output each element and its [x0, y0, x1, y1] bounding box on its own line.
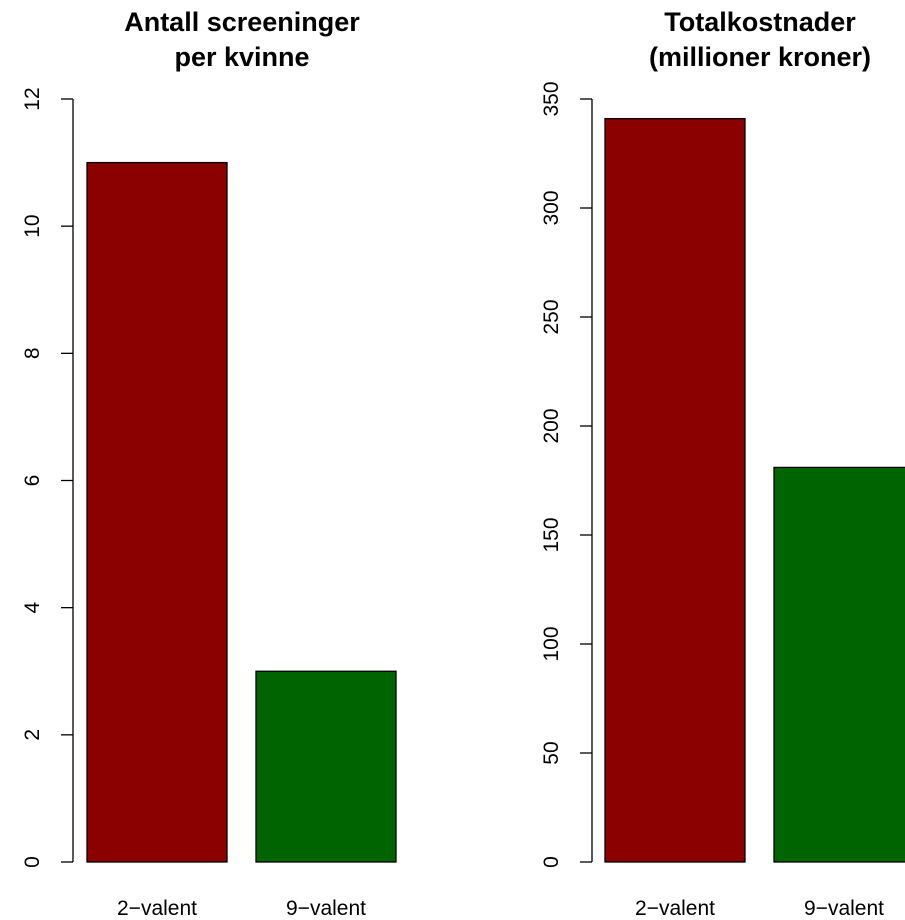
chart-screenings-per-woman: Antall screeninger per kvinne 0 2 4 6 8 10 12 2… — [21, 7, 397, 920]
y-tick-label: 12 — [21, 87, 44, 110]
y-tick-label: 200 — [540, 408, 563, 443]
y-tick-label: 8 — [21, 347, 44, 359]
y-tick-label: 0 — [540, 856, 563, 868]
bar-1 — [86, 161, 228, 863]
chart-total-costs: Totalkostnader (millioner kroner) 0 50 100… — [540, 7, 905, 920]
chart-title-line-1: Totalkostnader — [664, 7, 856, 37]
y-tick-label: 150 — [540, 517, 563, 552]
chart-title-line-2: (millioner kroner) — [649, 42, 871, 72]
y-tick-label: 2 — [21, 729, 44, 741]
y-tick-label: 0 — [21, 856, 44, 868]
y-tick-label: 4 — [21, 602, 44, 614]
x-category-label: 9−valent — [286, 897, 366, 920]
y-tick-label: 6 — [21, 475, 44, 487]
x-category-label: 2−valent — [117, 897, 197, 920]
chart-title-line-1: Antall screeninger — [124, 7, 360, 37]
x-category-label: 9−valent — [804, 897, 884, 920]
bar-1 — [604, 117, 746, 863]
chart-title-line-2: per kvinne — [174, 42, 309, 72]
bar-2 — [773, 466, 905, 863]
y-tick-label: 10 — [21, 214, 44, 237]
x-category-label: 2−valent — [635, 897, 715, 920]
y-tick-label: 50 — [540, 741, 563, 764]
y-tick-label: 100 — [540, 626, 563, 661]
y-tick-label: 300 — [540, 190, 563, 225]
y-tick-label: 350 — [540, 81, 563, 116]
y-tick-label: 250 — [540, 299, 563, 334]
bar-2 — [255, 670, 397, 863]
